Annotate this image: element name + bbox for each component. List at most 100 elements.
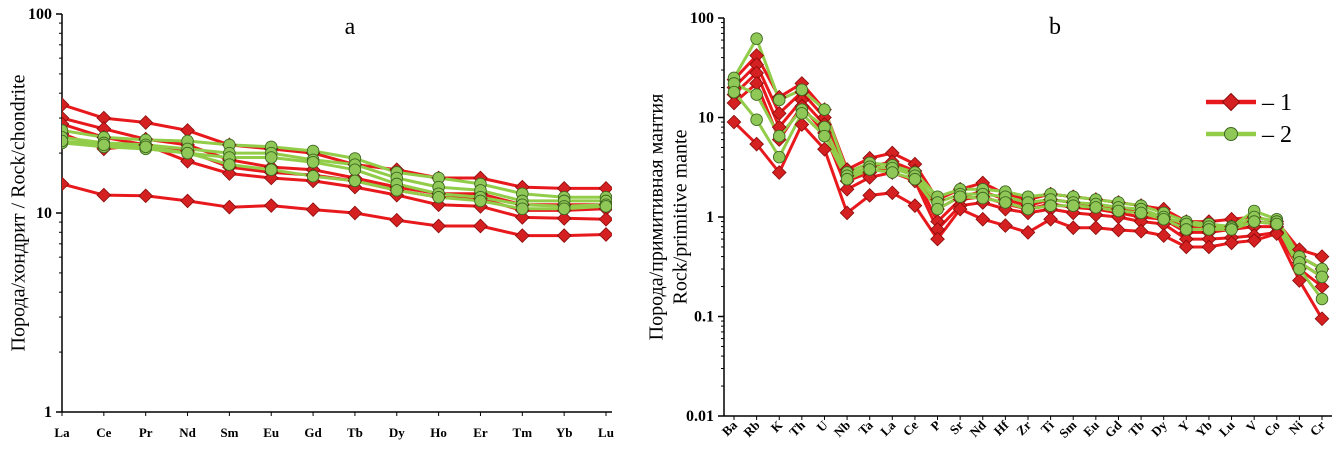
panel-b-point-group-2 xyxy=(795,107,809,120)
panel-b: b Порода/примитивная мантия Rock/primiti… xyxy=(646,10,1332,441)
panel-b-point-group-2 xyxy=(976,191,990,205)
panel-b-point-group-2 xyxy=(1066,199,1080,212)
panel-b-point-group-1 xyxy=(930,214,945,229)
panel-a-point-group-2 xyxy=(348,174,362,188)
panel-a-x-tick-label: Er xyxy=(473,425,488,440)
panel-b-point-group-2 xyxy=(772,129,786,143)
panel-a-point-group-1 xyxy=(62,97,70,113)
panel-b-point-group-2 xyxy=(1157,212,1170,226)
panel-a-point-group-1 xyxy=(598,227,612,242)
panel-a-point-group-2 xyxy=(306,169,320,183)
panel-a-point-group-1 xyxy=(556,228,572,243)
panel-b-point-group-2 xyxy=(1247,215,1261,228)
panel-b-point-group-1 xyxy=(1133,214,1149,229)
panel-b-point-group-1 xyxy=(771,106,787,121)
panel-b-point-group-1 xyxy=(1088,220,1104,236)
panel-b-y-tick-label: 10 xyxy=(698,110,714,127)
panel-b-x-tick-label: Rb xyxy=(740,418,762,440)
panel-b-x-tick-label: U xyxy=(813,417,831,435)
panel-b-point-group-2 xyxy=(818,129,831,143)
panel-b-point-group-1 xyxy=(1133,223,1149,239)
panel-a-point-group-1 xyxy=(222,199,237,215)
panel-b-point-group-1 xyxy=(862,188,878,203)
panel-b-point-group-1 xyxy=(771,119,787,135)
panel-a-point-group-1 xyxy=(514,228,530,243)
panel-b-point-group-1 xyxy=(1201,239,1217,255)
panel-b-point-group-2 xyxy=(1089,201,1103,214)
panel-b-point-group-2 xyxy=(750,113,763,126)
panel-b-point-group-2 xyxy=(1202,223,1216,236)
panel-b-x-tick-label: Nd xyxy=(967,417,990,440)
panel-b-point-group-1 xyxy=(1111,222,1126,238)
panel-a-point-group-2 xyxy=(348,163,362,176)
panel-b-x-tick-label: La xyxy=(877,417,899,439)
panel-a-y-tick-label: 10 xyxy=(36,205,52,222)
panel-a-point-group-1 xyxy=(180,123,195,138)
panel-a-point-group-2 xyxy=(264,163,278,176)
panel-b-point-group-1 xyxy=(1314,249,1330,264)
panel-a-point-group-1 xyxy=(96,110,112,126)
panel-b-point-group-1 xyxy=(998,218,1013,233)
panel-b-point-group-1 xyxy=(726,114,742,130)
panel-a-point-group-1 xyxy=(138,115,154,130)
panel-a-series-1-line xyxy=(62,103,606,190)
panel-b-point-group-1 xyxy=(1224,235,1239,251)
panel-a-x-tick-label: Yb xyxy=(556,425,573,440)
panel-b-point-group-1 xyxy=(749,57,764,72)
panel-a-x-tick-label: Eu xyxy=(263,425,279,440)
panel-a-x-tick-label: Nd xyxy=(179,425,196,440)
panel-b-point-group-1 xyxy=(1020,225,1036,240)
panel-b-point-group-1 xyxy=(907,198,923,214)
panel-b-x-tick-label: K xyxy=(768,417,786,435)
panel-b-x-tick-label: Ti xyxy=(1038,417,1057,436)
panel-b-x-tick-label: Ce xyxy=(900,417,921,438)
panel-b-x-tick-label: Yb xyxy=(1193,418,1215,440)
panel-b-x-tick-label: Nb xyxy=(831,418,853,440)
panel-b-x-tick-label: V xyxy=(1243,417,1261,435)
panel-b-y-tick-label: 0.1 xyxy=(694,309,714,326)
panel-a-point-group-1 xyxy=(473,218,488,234)
panel-b-x-tick-label: Dy xyxy=(1148,417,1170,439)
panel-a-point-group-2 xyxy=(432,190,445,204)
panel-b-point-group-2 xyxy=(1225,223,1238,236)
panel-b-point-group-1 xyxy=(975,211,991,227)
panel-a-x-tick-label: Tm xyxy=(513,425,533,440)
panel-a-point-group-1 xyxy=(598,211,612,227)
legend: – 1 – 2 xyxy=(1206,90,1292,148)
legend-label-1: – 1 xyxy=(1261,90,1292,116)
panel-b-point-group-1 xyxy=(1156,228,1172,243)
panel-a-series-2-line xyxy=(62,139,607,211)
panel-a-point-group-2 xyxy=(139,140,152,154)
panel-b-point-group-1 xyxy=(1314,279,1330,294)
panel-b-y-tick-label: 0.01 xyxy=(686,408,714,425)
legend-item-1: – 1 xyxy=(1206,90,1292,116)
panel-b-point-group-2 xyxy=(1134,206,1148,220)
panel-b-point-group-2 xyxy=(1293,262,1306,276)
panel-b-point-group-1 xyxy=(1269,226,1285,242)
panel-a-series-2-line xyxy=(62,128,606,199)
panel-a-point-group-1 xyxy=(556,180,572,196)
panel-b-point-group-2 xyxy=(908,172,922,186)
panel-b-point-group-2 xyxy=(772,150,786,164)
panel-a-point-group-2 xyxy=(223,158,236,171)
panel-a-x-tick-label: Ho xyxy=(430,425,447,440)
panel-b-y-tick-label: 1 xyxy=(706,209,714,226)
panel-b-point-group-2 xyxy=(840,172,854,186)
panel-b-x-tick-label: Ni xyxy=(1286,417,1306,437)
panel-b-x-tick-label: Zr xyxy=(1013,417,1034,438)
panel-a-point-group-2 xyxy=(306,155,320,169)
panel-b-y-tick-label: 100 xyxy=(690,10,714,27)
panel-b-x-tick-label: Ta xyxy=(855,417,876,438)
panel-b-point-group-1 xyxy=(794,117,810,132)
panel-a-series-2-line xyxy=(62,135,606,203)
panel-a-point-group-2 xyxy=(181,146,194,160)
panel-b-point-group-1 xyxy=(1246,233,1262,248)
panel-b-point-group-1 xyxy=(749,48,764,63)
panel-b-x-tick-label: Cr xyxy=(1307,417,1328,438)
panel-b-x-tick-label: Sr xyxy=(946,417,966,437)
panel-a-y-tick-label: 1 xyxy=(44,404,52,421)
panel-b-point-group-2 xyxy=(886,166,899,179)
panel-b-y-axis-title: Порода/примитивная мантия xyxy=(646,94,668,341)
panel-b-point-group-2 xyxy=(1112,204,1125,218)
panel-b-point-group-1 xyxy=(1314,311,1330,327)
